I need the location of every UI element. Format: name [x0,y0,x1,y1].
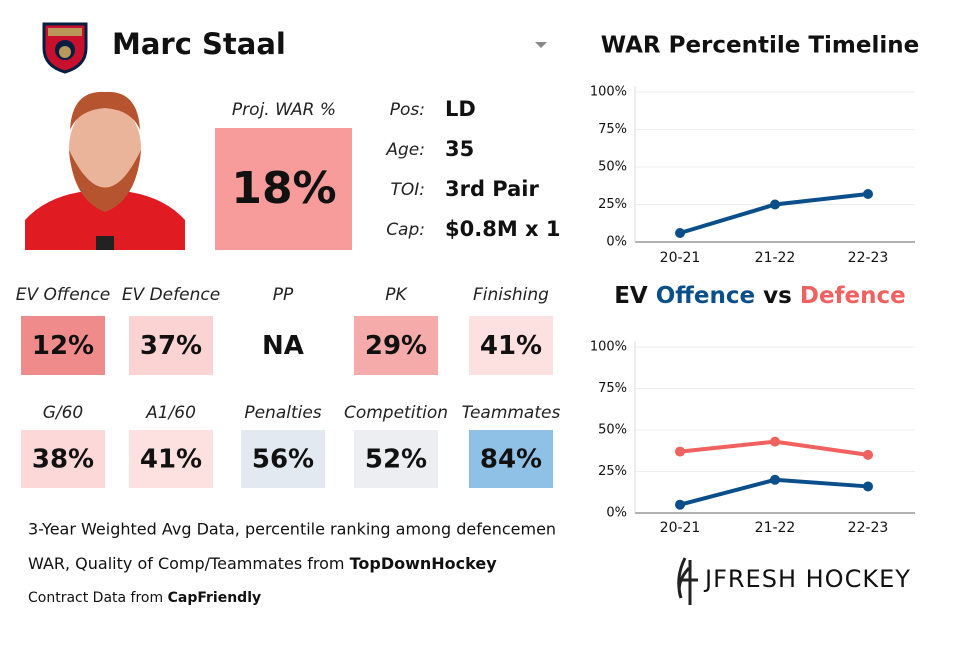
x-tick-label: 22-23 [848,520,889,536]
legend-entry: Offence [656,283,755,309]
y-tick-label: 25% [598,197,627,212]
y-tick-label: 50% [598,160,627,175]
y-tick-label: 100% [590,340,627,355]
y-tick-label: 25% [598,464,627,479]
footer-line: 3-Year Weighted Avg Data, percentile ran… [28,520,556,539]
tile-value: 52% [365,445,427,475]
proj-war-value: 18% [231,163,336,214]
tile-value: 37% [140,331,202,361]
bio: Pos: LD Age: 35 TOI: 3rd Pair Cap: $0.8M x 1 [385,97,560,241]
tile-box [129,430,213,488]
footer-line: Contract Data from CapFriendly [28,590,261,606]
title-part: EV [614,283,648,309]
data-point [770,474,780,485]
tile-value: 56% [252,445,314,475]
y-tick-label: 75% [598,381,627,396]
x-tick-label: 21-22 [755,520,796,536]
tile-value: 38% [32,445,94,475]
bio-value: 35 [445,137,474,161]
tile-label: PK [385,285,408,305]
tile-box [129,316,213,375]
x-tick-label: 20-21 [660,520,701,536]
y-tick-label: 0% [606,235,627,250]
x-tick-label: 20-21 [660,250,701,266]
bio-label: Pos: [390,100,425,120]
brand-icon [677,557,698,605]
data-point [770,436,780,447]
y-tick-label: 75% [598,122,627,137]
bio-label: Age: [385,140,425,160]
dropdown-arrow[interactable] [535,42,547,48]
tile-box [354,430,438,488]
tile-label: Teammates [462,403,561,423]
bio-label: Cap: [386,220,425,240]
tile-box [469,316,553,375]
bio-value: $0.8M x 1 [445,217,561,241]
data-point [675,228,685,238]
tile-value: 12% [32,331,94,361]
title-part: vs [763,283,792,309]
y-tick-label: 100% [590,85,627,100]
tile-label: EV Offence [16,285,110,305]
proj-war-label: Proj. WAR % [232,100,336,120]
data-point [675,499,685,510]
tile-label: Finishing [473,285,549,305]
tile-box [241,430,325,488]
data-point [863,189,873,199]
tile-label: Competition [344,403,448,423]
y-tick-label: 0% [606,506,627,521]
tile-box [21,430,105,488]
data-point [675,446,685,457]
tile-box [21,316,105,375]
tile-value: 29% [365,331,427,361]
player-photo [25,91,185,250]
tile-box [354,316,438,375]
data-point [863,481,873,492]
tile-label: EV Defence [122,285,220,305]
tile-label: G/60 [43,403,84,423]
x-tick-label: 22-23 [848,250,889,266]
tile-label: A1/60 [145,403,196,423]
chart-title: EV Offence vs Defence [614,283,906,309]
proj-war-box [215,128,352,250]
footer-text: WAR, Quality of Comp/Teammates from [28,554,345,573]
legend-entry: Defence [800,283,906,309]
team-logo [42,22,88,74]
player-name: Marc Staal [112,27,286,61]
tile-label: Penalties [244,403,321,423]
tile-value: 41% [480,331,542,361]
x-tick-label: 21-22 [755,250,796,266]
tile-box [241,316,325,375]
tile-label: PP [273,285,294,305]
footer-line: WAR, Quality of Comp/Teammates from TopD… [28,554,497,573]
footer-text: Contract Data from [28,590,163,606]
bio-label: TOI: [390,180,425,200]
data-point [770,199,780,210]
tiles: EV Offence 12% EV Defence 37% PP NA PK 29% Finis… [16,285,561,488]
tile-value: 41% [140,445,202,475]
footer-source: TopDownHockey [350,554,498,573]
tile-value: NA [262,331,304,361]
brand-text: JFRESH HOCKEY [703,565,911,593]
bio-value: 3rd Pair [445,177,540,201]
tile-value: 84% [480,445,542,475]
tile-box [469,430,553,488]
data-point [863,449,873,460]
bio-value: LD [445,97,476,121]
chart-title: WAR Percentile Timeline [601,33,920,59]
footer-source: CapFriendly [168,590,262,606]
y-tick-label: 50% [598,423,627,438]
